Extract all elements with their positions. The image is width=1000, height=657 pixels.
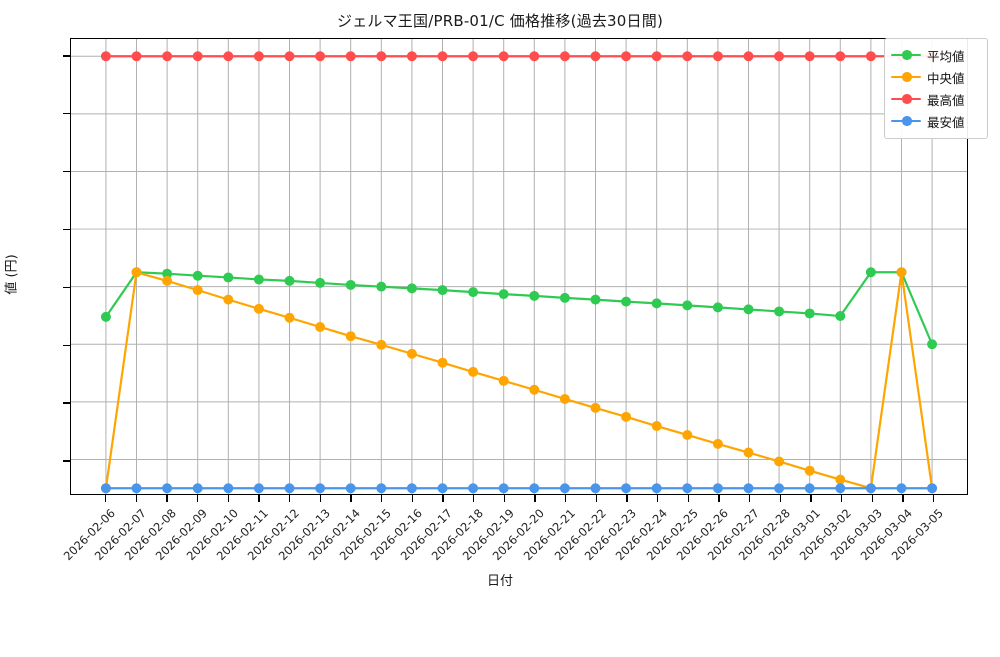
x-axis-tick-mark bbox=[534, 495, 536, 502]
chart-title: ジェルマ王国/PRB-01/C 価格推移(過去30日間) bbox=[337, 12, 663, 30]
x-axis-tick-mark bbox=[841, 495, 843, 502]
price-history-chart: ジェルマ王国/PRB-01/C 価格推移(過去30日間) 40608010012… bbox=[4, 12, 988, 589]
x-axis-label: 日付 bbox=[486, 574, 513, 589]
y-axis-label: 値 (円) bbox=[4, 254, 20, 295]
x-axis-tick-mark bbox=[595, 495, 597, 502]
y-axis-tick-mark bbox=[63, 460, 70, 462]
x-axis-tick-mark bbox=[258, 495, 260, 502]
y-axis-tick-mark bbox=[63, 344, 70, 346]
x-axis-tick-mark bbox=[319, 495, 321, 502]
y-axis-tick-mark bbox=[63, 402, 70, 404]
x-axis-tick-mark bbox=[227, 495, 229, 502]
legend-marker-icon bbox=[891, 70, 921, 84]
x-axis-tick-mark bbox=[779, 495, 781, 502]
legend-item-3[interactable]: 最高値 bbox=[891, 88, 981, 110]
x-axis-tick-mark bbox=[687, 495, 689, 502]
y-axis-tick-mark bbox=[63, 171, 70, 173]
legend-marker-icon bbox=[891, 92, 921, 106]
x-axis-tick-mark bbox=[197, 495, 199, 502]
y-axis-tick-mark bbox=[63, 286, 70, 289]
x-axis-tick-mark bbox=[503, 495, 505, 502]
x-axis-tick-mark bbox=[626, 495, 628, 502]
x-axis-tick-mark bbox=[933, 495, 935, 502]
y-axis-tick-mark bbox=[63, 113, 70, 115]
x-axis-tick-mark bbox=[105, 495, 107, 502]
x-axis-tick-mark bbox=[166, 495, 168, 502]
legend-label: 中央値 bbox=[927, 70, 965, 86]
x-axis-tick-mark bbox=[411, 495, 413, 502]
legend-marker-icon bbox=[891, 48, 921, 62]
legend-label: 最高値 bbox=[927, 92, 965, 108]
x-axis-tick-mark bbox=[289, 495, 291, 502]
series-4 bbox=[100, 483, 938, 494]
series-3 bbox=[100, 51, 938, 62]
legend-item-2[interactable]: 中央値 bbox=[891, 66, 981, 88]
legend-marker-icon bbox=[891, 114, 921, 128]
x-axis-tick-mark bbox=[135, 495, 137, 502]
chart-legend: 平均値中央値最高値最安値 bbox=[884, 38, 988, 139]
x-axis-tick-mark bbox=[381, 495, 383, 502]
x-axis-tick-mark bbox=[442, 495, 444, 502]
x-axis-tick-mark bbox=[350, 495, 352, 502]
plot-svg bbox=[71, 39, 967, 494]
x-axis-tick-mark bbox=[810, 495, 812, 502]
y-axis-tick-mark bbox=[63, 55, 70, 57]
x-axis-tick-mark bbox=[565, 495, 567, 502]
x-axis-tick-mark bbox=[871, 495, 873, 502]
x-axis-tick-mark bbox=[473, 495, 475, 502]
y-axis-tick-mark bbox=[63, 228, 70, 231]
x-axis-tick-mark bbox=[657, 495, 659, 502]
x-axis-tick-mark bbox=[718, 495, 720, 502]
x-axis-tick-mark bbox=[902, 495, 904, 502]
plot-area bbox=[70, 38, 968, 495]
legend-label: 平均値 bbox=[927, 48, 965, 64]
legend-item-4[interactable]: 最安値 bbox=[891, 110, 981, 132]
legend-label: 最安値 bbox=[927, 114, 965, 130]
legend-item-1[interactable]: 平均値 bbox=[891, 44, 981, 66]
x-axis-tick-mark bbox=[749, 495, 751, 502]
axis-tick-layer: 4060801001201401601802026-02-062026-02-0… bbox=[61, 55, 946, 563]
